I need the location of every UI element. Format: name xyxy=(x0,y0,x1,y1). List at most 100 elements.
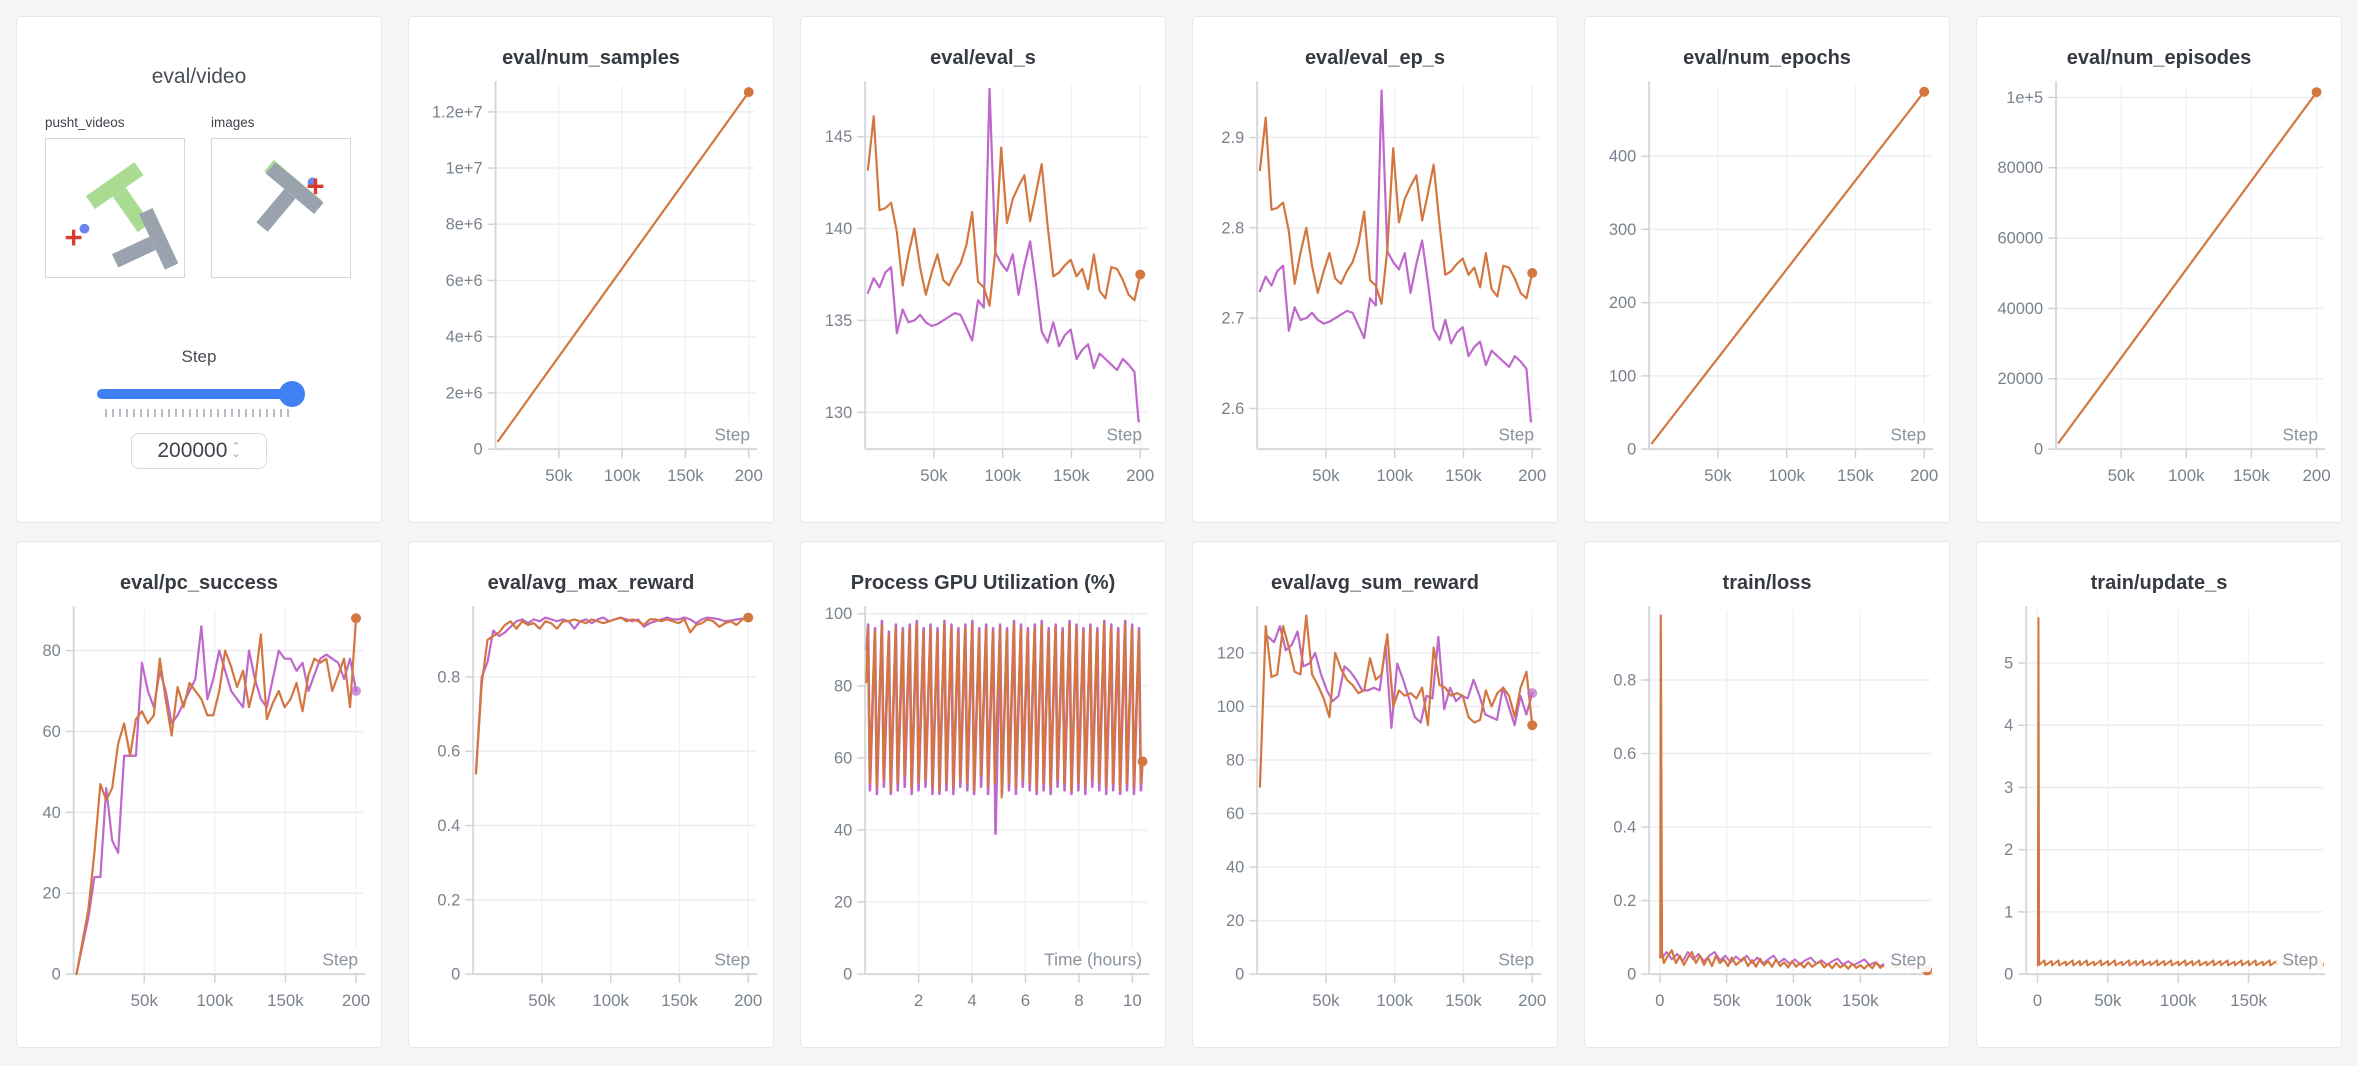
x-tick-label: 100k xyxy=(2168,466,2205,485)
y-tick-label: 2.6 xyxy=(1221,400,1244,418)
series-line-run-orange xyxy=(2057,91,2318,444)
x-tick-label: 2 xyxy=(914,991,923,1010)
x-tick-label: 200 xyxy=(1126,466,1154,485)
y-tick-label: 40000 xyxy=(1998,300,2044,318)
chart-title: eval/pc_success xyxy=(120,572,278,594)
y-tick-label: 0.4 xyxy=(1613,819,1636,837)
x-tick-label: 100k xyxy=(1376,466,1413,485)
y-tick-label: 0.6 xyxy=(437,743,460,761)
x-tick-label: 100k xyxy=(197,991,234,1010)
x-tick-label: 150k xyxy=(267,991,304,1010)
y-tick-label: 0 xyxy=(473,441,482,459)
x-tick-label: 100k xyxy=(592,991,629,1010)
x-axis-label-bg xyxy=(708,422,756,448)
y-tick-label: 400 xyxy=(1609,148,1636,166)
step-slider-track[interactable] xyxy=(97,389,301,399)
agent-dot-icon xyxy=(79,223,90,234)
chart-canvas-eval-num-samples[interactable]: 0 2e+6 4e+6 6e+6 8e+6 1e+7 1.2e+7 50k 100k 150k 20… xyxy=(411,72,771,506)
x-tick-label: 50k xyxy=(2094,991,2122,1010)
series-end-dot-run-orange xyxy=(1137,756,1148,767)
chart-canvas-eval-eval-ep-s[interactable]: 2.6 2.7 2.8 2.9 50k 100k 150k 200 Step xyxy=(1195,72,1555,506)
panel-eval-num-samples: eval/num_samples 0 2e+6 4e+6 6e+6 8e+6 1e+7 1.… xyxy=(408,16,774,523)
chart-title: eval/num_episodes xyxy=(2066,47,2252,69)
x-tick-label: 200 xyxy=(342,991,370,1010)
y-tick-label: 100 xyxy=(1217,698,1244,716)
chart-canvas-eval-pc-success[interactable]: 0 20 40 60 80 50k 100k 150k 200 Step xyxy=(19,597,379,1031)
y-tick-label: 60 xyxy=(834,749,852,767)
x-axis-label-bg xyxy=(2276,947,2324,973)
y-tick-label: 2.8 xyxy=(1221,219,1244,237)
target-cross-icon xyxy=(307,178,324,195)
chart-canvas-eval-num-episodes[interactable]: 0 20000 40000 60000 80000 1e+5 50k 100k 150k 200 S… xyxy=(1979,72,2339,506)
pusht-scene-image xyxy=(65,162,179,270)
panel-eval-pc-success: eval/pc_success 0 20 40 60 80 50k 100k 150k 200 S… xyxy=(16,541,382,1048)
x-tick-label: 50k xyxy=(1312,991,1340,1010)
y-tick-label: 145 xyxy=(825,128,852,146)
y-tick-label: 100 xyxy=(825,605,852,623)
y-tick-label: 4e+6 xyxy=(446,328,483,346)
y-tick-label: 0 xyxy=(2034,441,2043,459)
chart-canvas-eval-avg-max-reward[interactable]: 0 0.2 0.4 0.6 0.8 50k 100k 150k 200 Step xyxy=(411,597,771,1031)
series-line-run-purple xyxy=(474,616,750,775)
step-slider-thumb[interactable] xyxy=(279,381,305,407)
chart-canvas-train-update-s[interactable]: 0 1 2 3 4 5 0 50k 100k 150k Step xyxy=(1979,597,2339,1031)
series-line-run-orange xyxy=(2036,617,2320,967)
media-label: pusht_videos xyxy=(45,115,125,130)
panel-eval-avg-max-reward: eval/avg_max_reward 0 0.2 0.4 0.6 0.8 50k 100k… xyxy=(408,541,774,1048)
y-tick-label: 0.6 xyxy=(1613,745,1636,763)
chart-title: Process GPU Utilization (%) xyxy=(850,572,1116,594)
chart-canvas-train-loss[interactable]: 0 0.2 0.4 0.6 0.8 0 50k 100k 150k Step xyxy=(1587,597,1947,1031)
x-tick-label: 50k xyxy=(1704,466,1732,485)
chart-canvas-eval-eval-s[interactable]: 130 135 140 145 50k 100k 150k 200 Step xyxy=(803,72,1163,506)
decrement-icon[interactable]: ⌄ xyxy=(231,448,241,460)
chart-canvas-eval-avg-sum-reward[interactable]: 0 20 40 60 80 100 120 50k 100k 150k 200 Step xyxy=(1195,597,1555,1031)
x-tick-label: 100k xyxy=(984,466,1021,485)
y-tick-label: 2.9 xyxy=(1221,129,1244,147)
x-axis-label-bg xyxy=(316,947,364,973)
x-axis-label: Step xyxy=(714,950,750,970)
x-tick-label: 150k xyxy=(1053,466,1090,485)
x-tick-label: 0 xyxy=(1655,991,1664,1010)
x-tick-label: 50k xyxy=(545,466,573,485)
x-axis-label-bg xyxy=(2276,422,2324,448)
chart-canvas-gpu-utilization[interactable]: 0 20 40 60 80 100 2 4 6 8 10 Time (hours) xyxy=(803,597,1163,1031)
x-tick-label: 150k xyxy=(1837,466,1874,485)
pusht-videos-thumbnail[interactable] xyxy=(45,138,185,278)
series-end-dot-run-orange xyxy=(1135,269,1146,280)
y-tick-label: 20 xyxy=(43,885,61,903)
chart-title: eval/eval_ep_s xyxy=(1304,47,1446,69)
images-thumbnail[interactable] xyxy=(211,138,351,278)
y-tick-label: 40 xyxy=(834,821,852,839)
x-tick-label: 50k xyxy=(920,466,948,485)
x-tick-label: 100k xyxy=(2160,991,2197,1010)
chart-canvas-eval-num-epochs[interactable]: 0 100 200 300 400 50k 100k 150k 200 Step xyxy=(1587,72,1947,506)
series-end-dot-run-purple xyxy=(1527,688,1538,699)
step-value-input[interactable]: 200000 ⌃ ⌄ xyxy=(131,433,267,469)
y-tick-label: 1e+7 xyxy=(446,160,483,178)
y-tick-label: 1 xyxy=(2004,903,2013,921)
media-row: pusht_videos xyxy=(17,115,381,278)
x-axis-label: Step xyxy=(1106,425,1142,445)
x-tick-label: 150k xyxy=(1842,991,1879,1010)
series-line-run-orange xyxy=(1258,614,1534,788)
y-tick-label: 60 xyxy=(43,723,61,741)
increment-icon[interactable]: ⌃ xyxy=(231,441,241,454)
media-panel-title: eval/video xyxy=(151,65,247,88)
y-tick-label: 100 xyxy=(1609,367,1636,385)
chart-title: eval/eval_s xyxy=(930,47,1036,69)
x-axis-label: Step xyxy=(2282,950,2318,970)
y-tick-label: 60000 xyxy=(1998,230,2044,248)
y-tick-label: 0.8 xyxy=(1613,671,1636,689)
series-end-dot-run-orange xyxy=(1527,720,1538,731)
step-slider[interactable] xyxy=(97,381,305,407)
series-end-dot-run-orange xyxy=(1919,86,1930,97)
x-tick-label: 100k xyxy=(1768,466,1805,485)
x-tick-label: 150k xyxy=(2230,991,2267,1010)
x-tick-label: 100k xyxy=(1376,991,1413,1010)
x-tick-label: 50k xyxy=(131,991,159,1010)
y-tick-label: 20 xyxy=(1226,912,1244,930)
pusht-scene-image xyxy=(256,160,324,232)
y-tick-label: 40 xyxy=(43,804,61,822)
step-slider-tickmarks xyxy=(105,409,293,417)
series-line-run-orange xyxy=(1650,90,1926,445)
